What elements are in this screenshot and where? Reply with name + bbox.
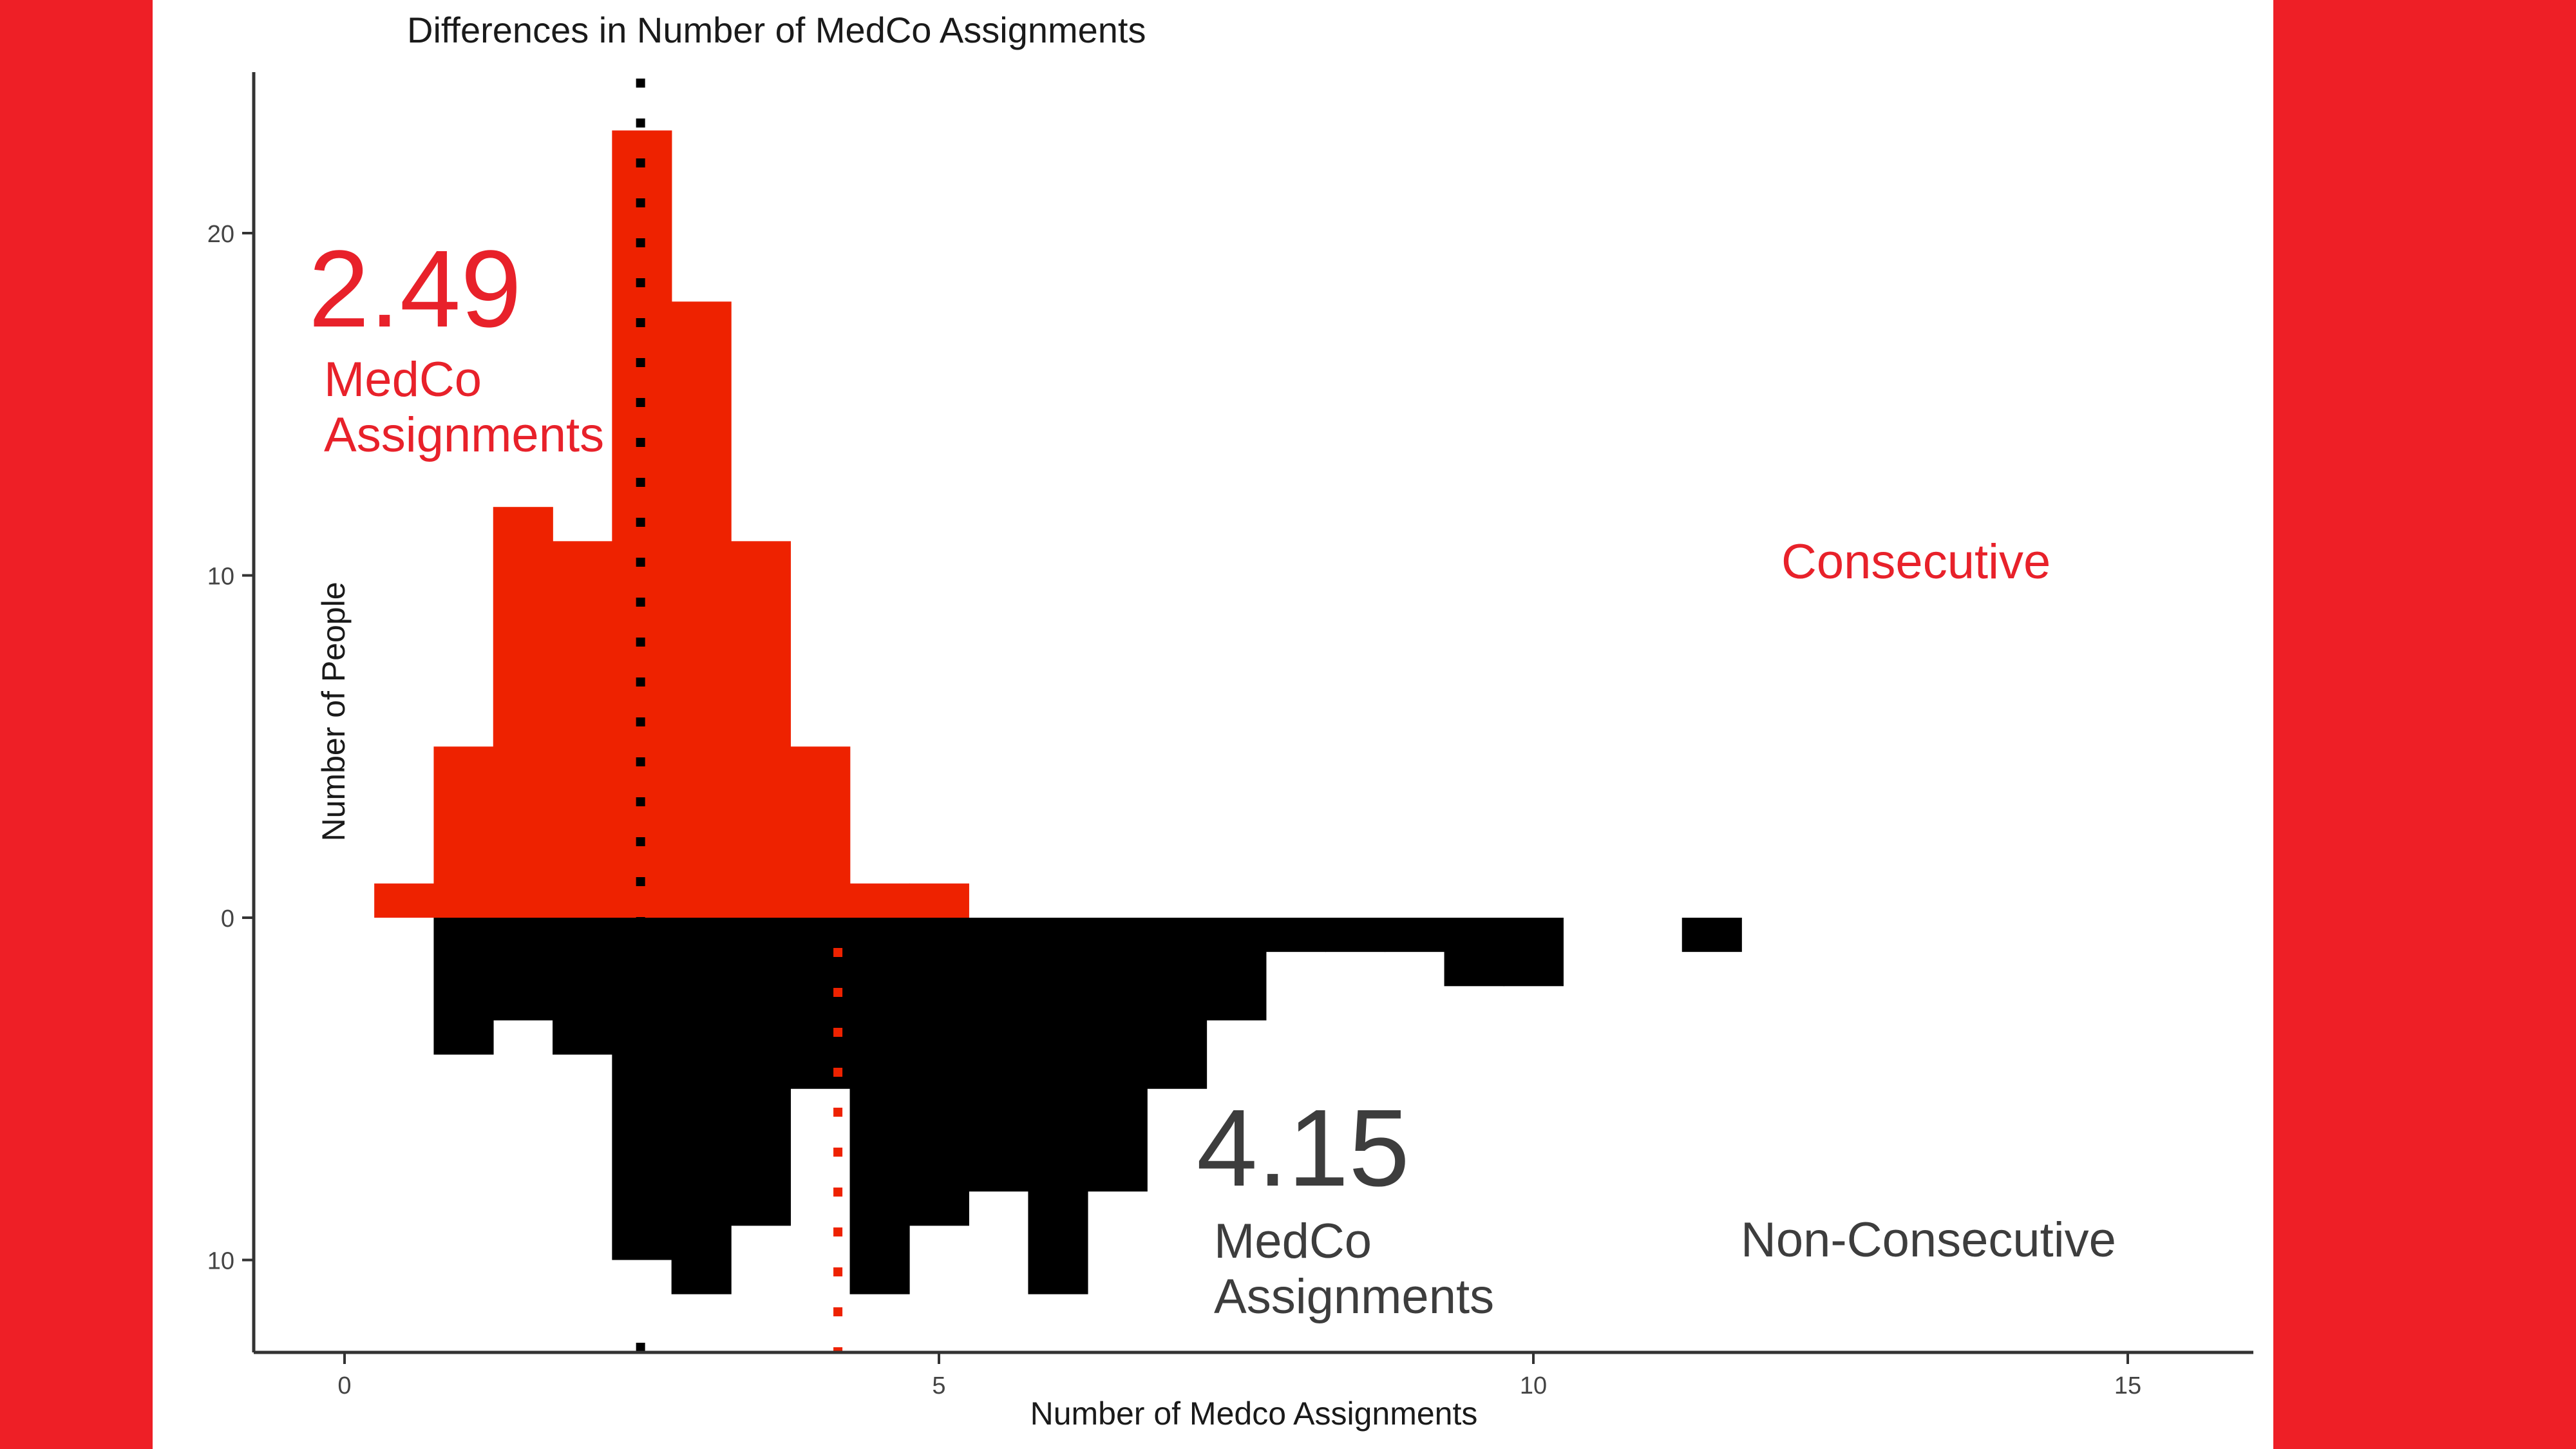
nonconsecutive-bar [553,918,613,1055]
consecutive-bar [730,541,791,918]
histogram-chart: 0 10 20 10 0 5 10 15 Number of Medco Assignments… [207,72,2253,1432]
y-tick-label: 10 [207,1248,234,1275]
nonconsecutive-group-label: Non-Consecutive [1741,1213,2116,1267]
nonconsecutive-bar [1681,918,1742,952]
nonconsecutive-bar [1206,918,1267,1021]
consecutive-bar [790,746,851,918]
nonconsecutive-bar [1087,918,1148,1192]
x-tick-label: 10 [1520,1372,1547,1399]
consecutive-bar [553,541,613,918]
nonconsecutive-bar [493,918,553,1021]
consecutive-bar [374,883,435,918]
consecutive-mean-value: 2.49 [308,228,522,350]
nonconsecutive-bar [612,918,672,1260]
nonconsecutive-bar [1028,918,1088,1294]
nonconsecutive-bar [1385,918,1445,952]
x-tick-label: 0 [337,1372,351,1399]
nonconsecutive-bar [1444,918,1504,987]
y-tick-label: 10 [207,564,234,591]
nonconsecutive-bar [909,918,969,1226]
consecutive-bar [433,746,494,918]
x-tick-label: 5 [932,1372,945,1399]
nonconsecutive-mean-label-line1: MedCo [1214,1214,1372,1269]
nonconsecutive-bar [1325,918,1386,952]
nonconsecutive-mean-label-line2: Assignments [1214,1269,1495,1324]
nonconsecutive-bar [1147,918,1208,1089]
consecutive-bar [849,883,910,918]
consecutive-mean-label-line1: MedCo [324,352,482,407]
nonconsecutive-bar [790,918,851,1089]
nonconsecutive-bar [730,918,791,1226]
consecutive-bar [493,507,553,918]
chart-title: Differences in Number of MedCo Assignmen… [407,10,1146,50]
chart-panel: 0 10 20 10 0 5 10 15 Number of Medco Assignments… [153,0,2273,1449]
consecutive-bar [909,883,969,918]
nonconsecutive-bar [969,918,1029,1192]
nonconsecutive-bar [433,918,494,1055]
consecutive-mean-label-line2: Assignments [324,408,605,462]
consecutive-group-label: Consecutive [1781,535,2051,589]
x-axis-label: Number of Medco Assignments [1030,1396,1478,1432]
nonconsecutive-mean-value: 4.15 [1197,1087,1410,1209]
nonconsecutive-bar [1265,918,1326,952]
nonconsecutive-bar [1503,918,1564,987]
nonconsecutive-bar [671,918,732,1294]
nonconsecutive-bar [849,918,910,1294]
y-axis-label: Number of People [316,582,352,841]
y-tick-label: 20 [207,221,234,248]
x-tick-label: 15 [2114,1372,2141,1399]
y-tick-label: 0 [221,905,234,933]
consecutive-bar [671,301,732,918]
